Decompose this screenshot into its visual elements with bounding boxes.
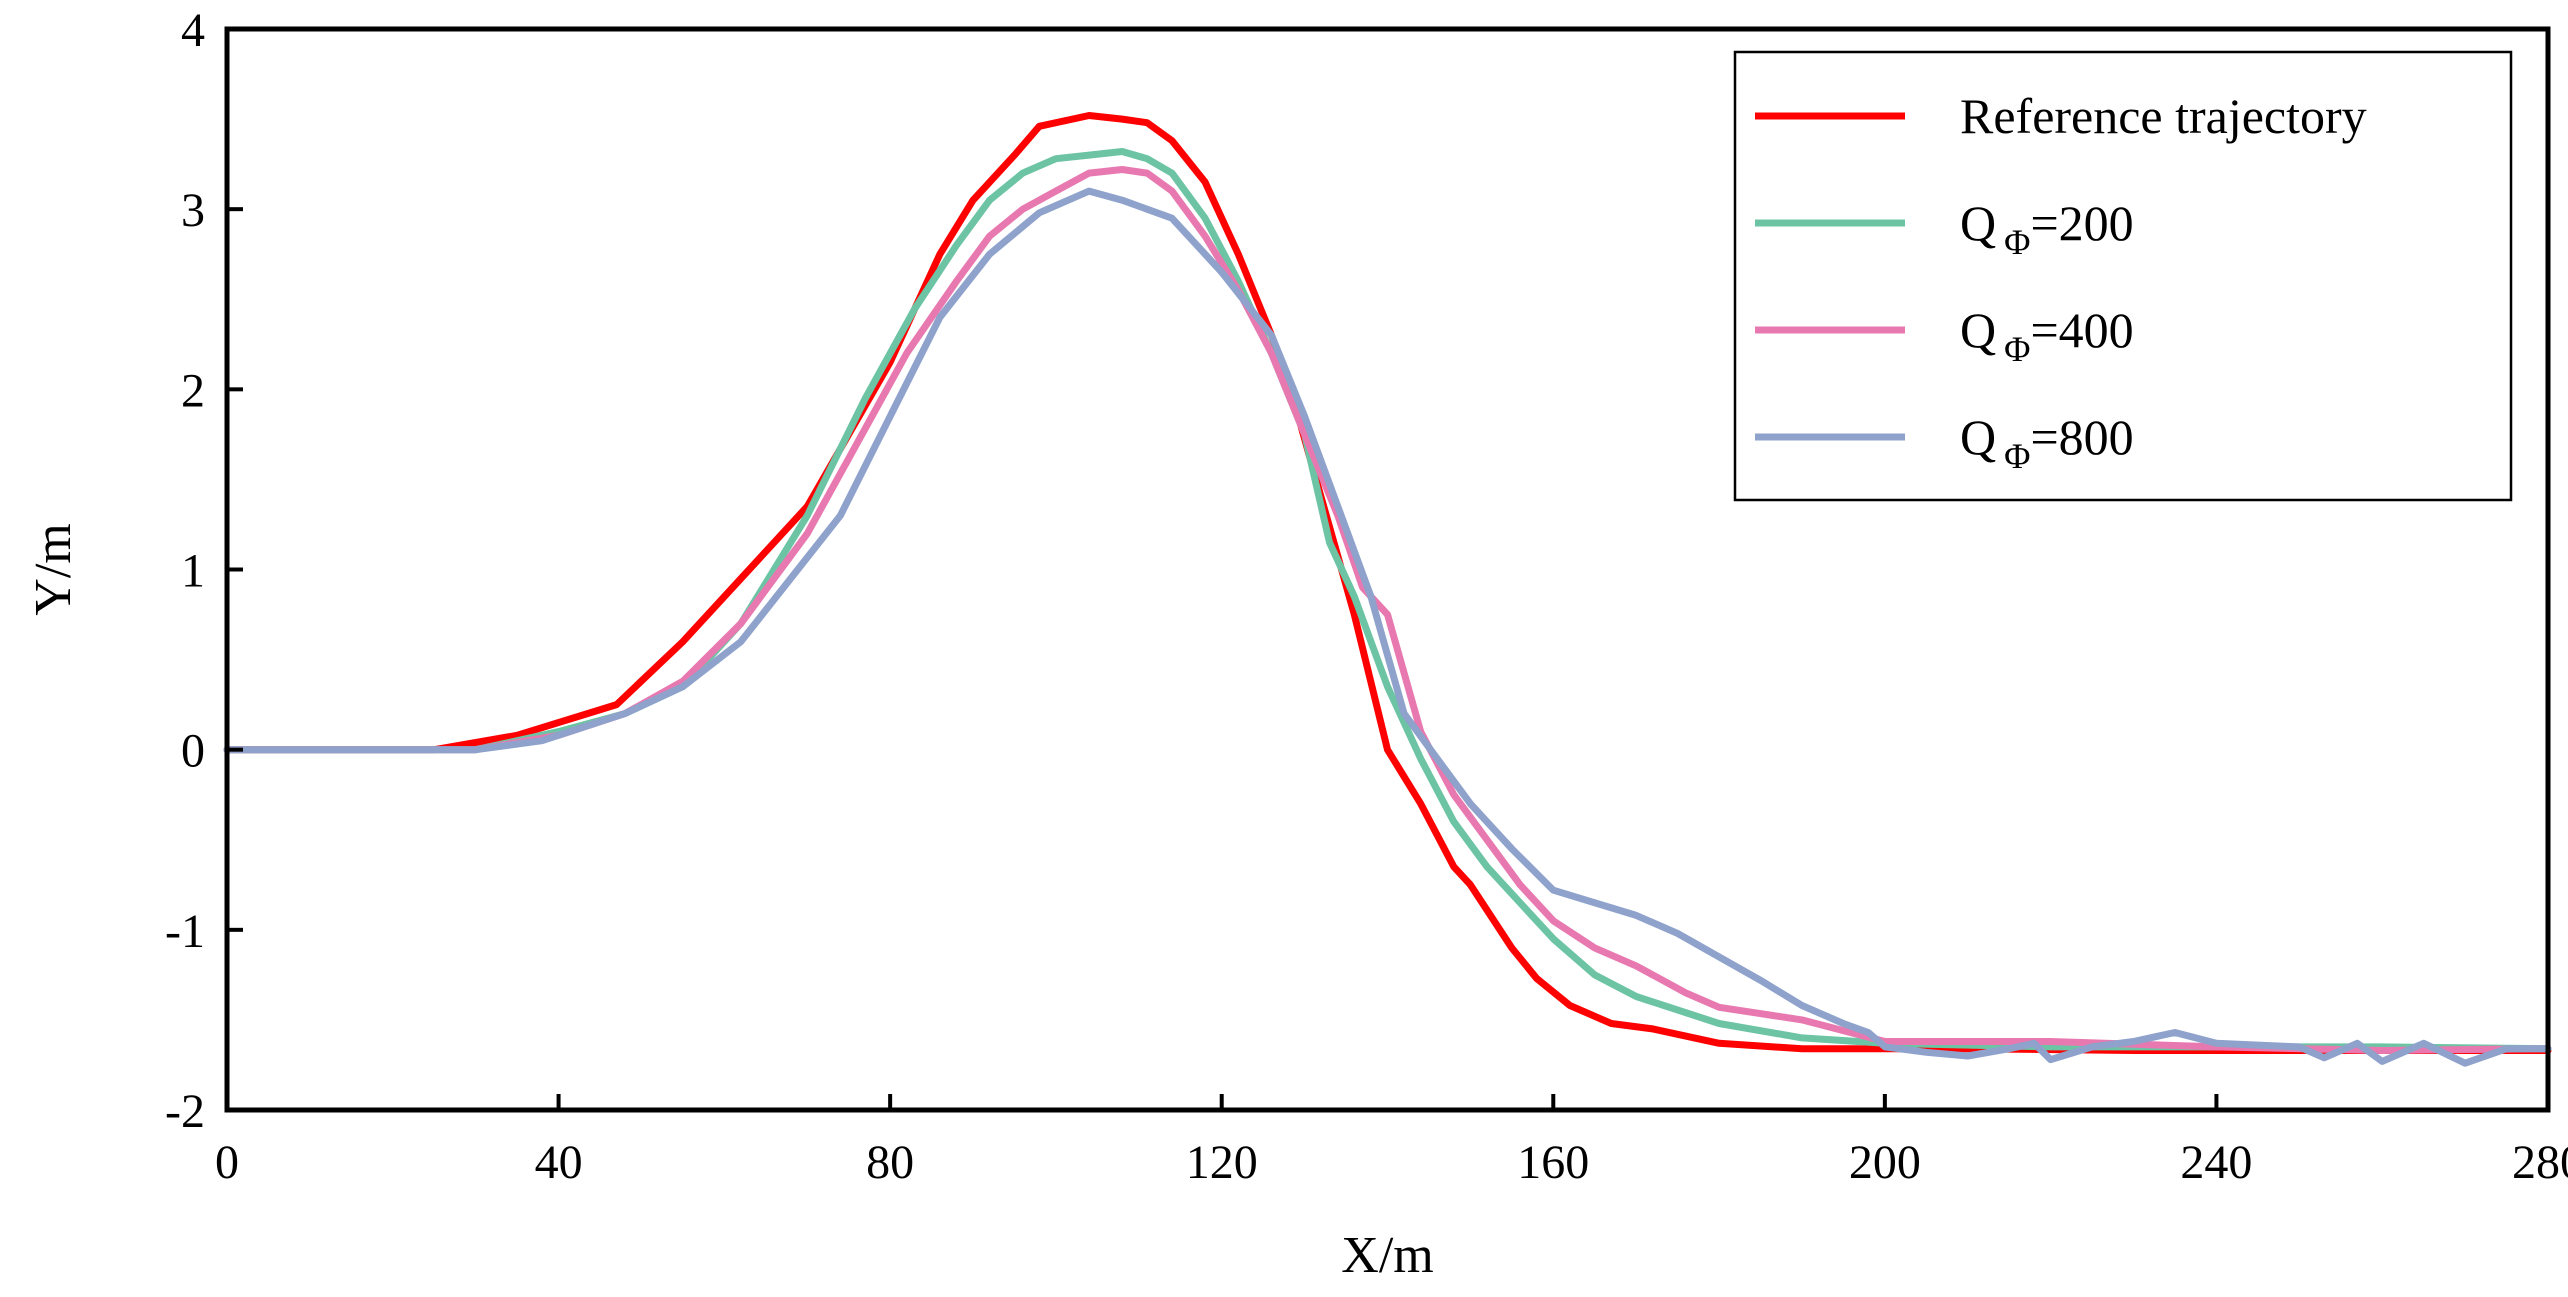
x-tick-label: 240 bbox=[2180, 1136, 2252, 1189]
series-layer bbox=[223, 112, 2552, 1067]
x-tick-label: 40 bbox=[535, 1136, 583, 1189]
x-tick-label: 160 bbox=[1517, 1136, 1589, 1189]
legend-subscript: Φ bbox=[2004, 436, 2030, 476]
x-axis: 0 40 80 120 160 200 240 280 bbox=[215, 1094, 2568, 1189]
legend-main: Q bbox=[1960, 302, 1996, 358]
y-tick-label: -1 bbox=[165, 905, 205, 958]
y-tick-label: 3 bbox=[181, 184, 205, 237]
legend-main: Q bbox=[1960, 409, 1996, 465]
y-tick-label: 4 bbox=[181, 4, 205, 57]
y-tick-label: 1 bbox=[181, 545, 205, 598]
legend-suffix: =200 bbox=[2030, 195, 2133, 251]
legend-box bbox=[1733, 50, 2513, 502]
legend-label-3: Q Φ=400 bbox=[1960, 302, 2134, 369]
x-tick-label: 80 bbox=[866, 1136, 914, 1189]
legend-suffix: =800 bbox=[2030, 409, 2133, 465]
legend-main: Q bbox=[1960, 195, 1996, 251]
legend-subscript: Φ bbox=[2004, 329, 2030, 369]
x-tick-label: 120 bbox=[1186, 1136, 1258, 1189]
series-line-3 bbox=[223, 166, 2552, 1054]
y-tick-label: 2 bbox=[181, 364, 205, 417]
y-axis-label: Y/m bbox=[25, 523, 82, 615]
x-tick-label: 200 bbox=[1849, 1136, 1921, 1189]
y-tick-label: 0 bbox=[181, 725, 205, 778]
legend-main: Reference trajectory bbox=[1960, 88, 2367, 144]
legend-label-2: Q Φ=200 bbox=[1960, 195, 2134, 262]
legend-label-1: Reference trajectory bbox=[1960, 88, 2367, 144]
x-axis-label: X/m bbox=[1341, 1227, 1433, 1284]
x-tick-label: 280 bbox=[2512, 1136, 2568, 1189]
legend-suffix: =400 bbox=[2030, 302, 2133, 358]
series-line-4 bbox=[223, 187, 2552, 1067]
x-tick-label: 0 bbox=[215, 1136, 239, 1189]
y-axis: -2 -1 0 1 2 3 4 bbox=[165, 4, 243, 1138]
legend-label-4: Q Φ=800 bbox=[1960, 409, 2134, 476]
y-tick-label: -2 bbox=[165, 1085, 205, 1138]
legend-subscript: Φ bbox=[2004, 222, 2030, 262]
